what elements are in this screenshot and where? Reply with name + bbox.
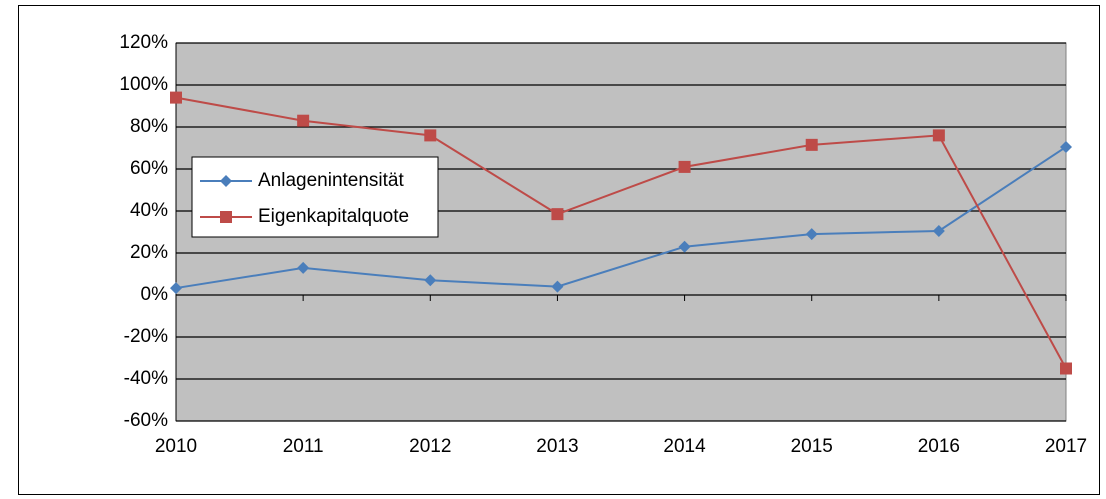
marker (551, 208, 564, 221)
x-tick-label: 2016 (918, 436, 960, 457)
legend-label: Anlagenintensität (258, 170, 404, 191)
y-tick-label: 100% (119, 74, 168, 95)
marker (678, 160, 691, 173)
legend-box (191, 156, 439, 238)
x-tick-label: 2011 (283, 436, 324, 457)
legend: Anlagenintensität Eigenkapitalquote (191, 156, 439, 238)
marker (170, 91, 182, 104)
y-tick-label: -20% (124, 326, 168, 347)
marker (424, 274, 437, 287)
legend-label: Eigenkapitalquote (258, 206, 409, 227)
marker (1060, 362, 1072, 375)
x-tick-label: 2015 (791, 436, 833, 457)
y-tick-label: 20% (130, 242, 168, 263)
marker (805, 138, 818, 151)
x-tick-label: 2010 (155, 436, 197, 457)
marker (220, 175, 232, 187)
x-tick-label: 2017 (1045, 436, 1087, 457)
marker (297, 261, 310, 274)
y-tick-label: -60% (124, 410, 168, 431)
marker (932, 224, 945, 237)
x-tick-label: 2013 (536, 436, 578, 457)
y-tick-label: 0% (141, 284, 169, 305)
series-line (175, 96, 1067, 369)
marker (170, 282, 182, 295)
y-tick-label: 40% (130, 200, 168, 221)
marker (297, 114, 310, 127)
marker (220, 211, 232, 223)
y-tick-label: 120% (119, 32, 168, 53)
marker (1060, 140, 1072, 153)
y-tick-label: -40% (124, 368, 168, 389)
marker (551, 280, 564, 293)
marker (424, 129, 437, 142)
y-tick-label: 60% (130, 158, 168, 179)
marker (678, 240, 691, 253)
marker (805, 228, 818, 241)
y-tick-label: 80% (130, 116, 168, 137)
series-line (175, 146, 1067, 290)
x-tick-label: 2014 (663, 436, 706, 457)
marker (932, 129, 945, 142)
x-tick-label: 2012 (409, 436, 451, 457)
